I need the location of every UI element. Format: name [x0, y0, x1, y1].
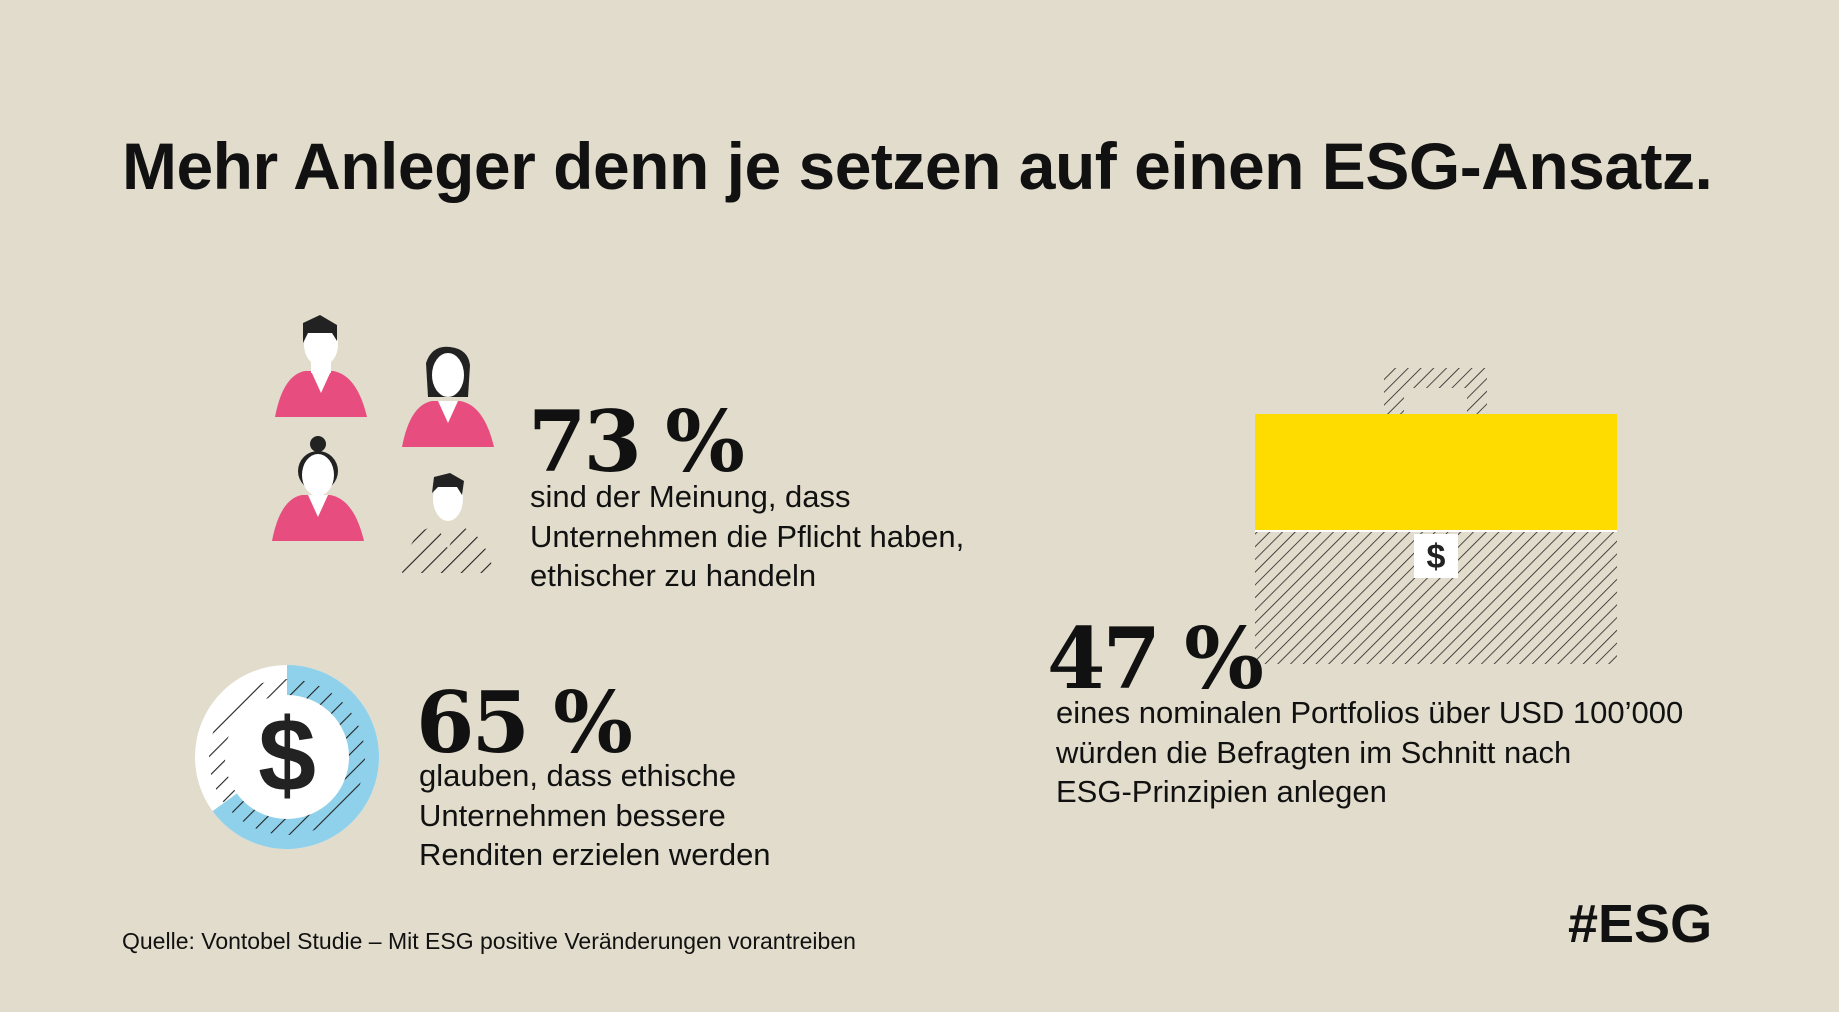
description-line: glauben, dass ethische — [419, 758, 737, 793]
description-line: Unternehmen bessere — [419, 797, 726, 833]
people-icon-group — [272, 315, 494, 573]
hashtag: #ESG — [1568, 894, 1713, 954]
stat-65-value: 65 % — [416, 673, 633, 772]
description-line: eines nominalen Portfolios über USD 100’… — [1056, 695, 1684, 730]
stat-65-description: glauben, dass ethische Unternehmen besse… — [419, 756, 771, 875]
briefcase-fill — [1255, 414, 1617, 530]
description-line: Unternehmen die Pflicht haben, — [530, 518, 965, 554]
person-icon — [272, 436, 364, 541]
person-icon — [402, 346, 494, 447]
description-line: ethischer zu handeln — [530, 558, 817, 593]
dollar-icon: $ — [258, 698, 316, 814]
stat-73-value: 73 % — [528, 392, 745, 491]
source-note: Quelle: Vontobel Studie – Mit ESG positi… — [122, 928, 856, 954]
stat-47-description: eines nominalen Portfolios über USD 100’… — [1056, 693, 1683, 812]
person-icon-hatched — [402, 473, 494, 573]
description-line: würden die Befragten im Schnitt nach — [1056, 734, 1572, 770]
dollar-icon: $ — [1427, 538, 1446, 576]
description-line: Renditen erzielen werden — [419, 837, 771, 872]
briefcase-icon: $ — [1255, 368, 1617, 664]
description-line: ESG-Prinzipien anlegen — [1056, 774, 1387, 809]
dollar-donut-icon: $ — [195, 665, 379, 849]
stat-47-value: 47 % — [1047, 609, 1264, 708]
stat-73-description: sind der Meinung, dass Unternehmen die P… — [530, 477, 964, 596]
page-title: Mehr Anleger denn je setzen auf einen ES… — [122, 129, 1713, 203]
description-line: sind der Meinung, dass — [530, 479, 851, 514]
person-icon — [275, 315, 367, 417]
